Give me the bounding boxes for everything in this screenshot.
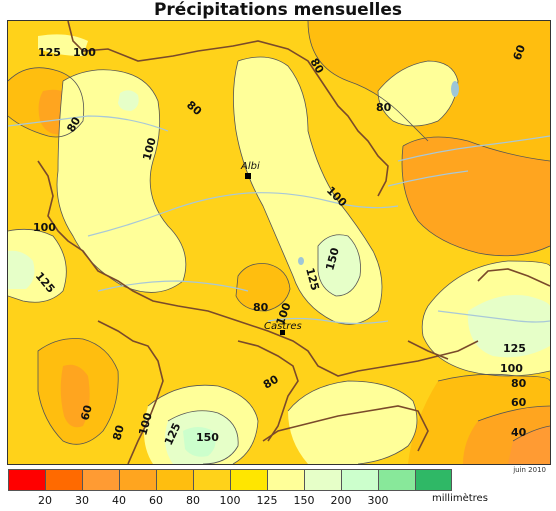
contour-label: 60	[511, 43, 529, 62]
zone-40-60-sw	[60, 364, 90, 428]
zone-100-125-ne	[378, 61, 458, 126]
contour-label: 150	[196, 431, 219, 444]
contour-label: 125	[503, 342, 526, 355]
legend-tick: 150	[293, 494, 315, 507]
zone-100-125-south-east	[288, 381, 417, 464]
lake-ne	[451, 81, 459, 97]
contour-label: 100	[140, 136, 159, 162]
legend-tick: 30	[75, 494, 89, 507]
zone-40-60-east	[402, 137, 550, 256]
legend-unit: millimètres	[432, 493, 488, 504]
contour-label: 80	[110, 423, 127, 441]
legend-swatch	[267, 469, 304, 491]
date-stamp: juin 2010	[513, 466, 546, 474]
zone-125-150-center	[318, 234, 361, 296]
zone-100-125-north	[38, 34, 88, 56]
contour-label: 60	[78, 403, 95, 421]
contour-label: 80	[376, 101, 392, 114]
rivers	[8, 115, 550, 325]
city-label-albi: Albi	[240, 161, 260, 172]
legend-swatch	[378, 469, 415, 491]
zone-30-40-se	[508, 426, 550, 464]
legend-swatch	[304, 469, 341, 491]
precipitation-map: Albi Castres 125 100 80 80 100 60 80 100…	[7, 20, 551, 465]
legend-tick: 200	[330, 494, 352, 507]
legend-tick-labels: 20 30 40 60 80 100 125 150 200 300	[0, 494, 556, 508]
legend-swatch	[230, 469, 267, 491]
city-marker-albi	[245, 173, 251, 179]
zone-150-200-south	[183, 427, 216, 457]
legend-swatch	[82, 469, 119, 491]
legend-swatch	[156, 469, 193, 491]
legend-swatch	[119, 469, 156, 491]
zone-100-125-nw	[57, 69, 186, 293]
legend-tick: 100	[219, 494, 241, 507]
contour-label: 60	[511, 396, 527, 409]
contour-label: 125	[303, 266, 322, 292]
zone-125-150-west	[8, 250, 35, 289]
contour-label: 80	[253, 301, 269, 314]
legend-swatch	[193, 469, 230, 491]
contour-lines	[8, 21, 550, 464]
legend-tick: 40	[112, 494, 126, 507]
legend-tick: 300	[367, 494, 389, 507]
contour-label: 100	[500, 362, 523, 375]
legend-tick: 60	[149, 494, 163, 507]
zone-125-150-north	[118, 90, 139, 111]
contour-label: 100	[73, 46, 96, 59]
contour-label: 125	[38, 46, 61, 59]
city-marker-castres	[280, 330, 285, 335]
contour-label: 80	[511, 377, 527, 390]
zone-60-80-center	[236, 263, 290, 311]
contour-label: 100	[33, 221, 56, 234]
city-label-castres: Castres	[264, 321, 302, 332]
legend-tick: 20	[38, 494, 52, 507]
color-legend	[8, 469, 452, 491]
zone-125-150-east	[467, 295, 550, 358]
legend-swatch	[341, 469, 378, 491]
legend-tick: 80	[186, 494, 200, 507]
lake-center	[298, 257, 304, 265]
contour-label: 150	[323, 246, 342, 272]
department-borders	[37, 21, 550, 464]
legend-swatch	[8, 469, 45, 491]
map-title: Précipitations mensuelles	[153, 0, 403, 20]
contour-label: 100	[136, 411, 155, 437]
map-canvas: Albi Castres 125 100 80 80 100 60 80 100…	[8, 21, 550, 464]
contour-label: 40	[511, 426, 527, 439]
legend-swatch	[415, 469, 452, 491]
legend-swatch	[45, 469, 82, 491]
legend-tick: 125	[256, 494, 278, 507]
